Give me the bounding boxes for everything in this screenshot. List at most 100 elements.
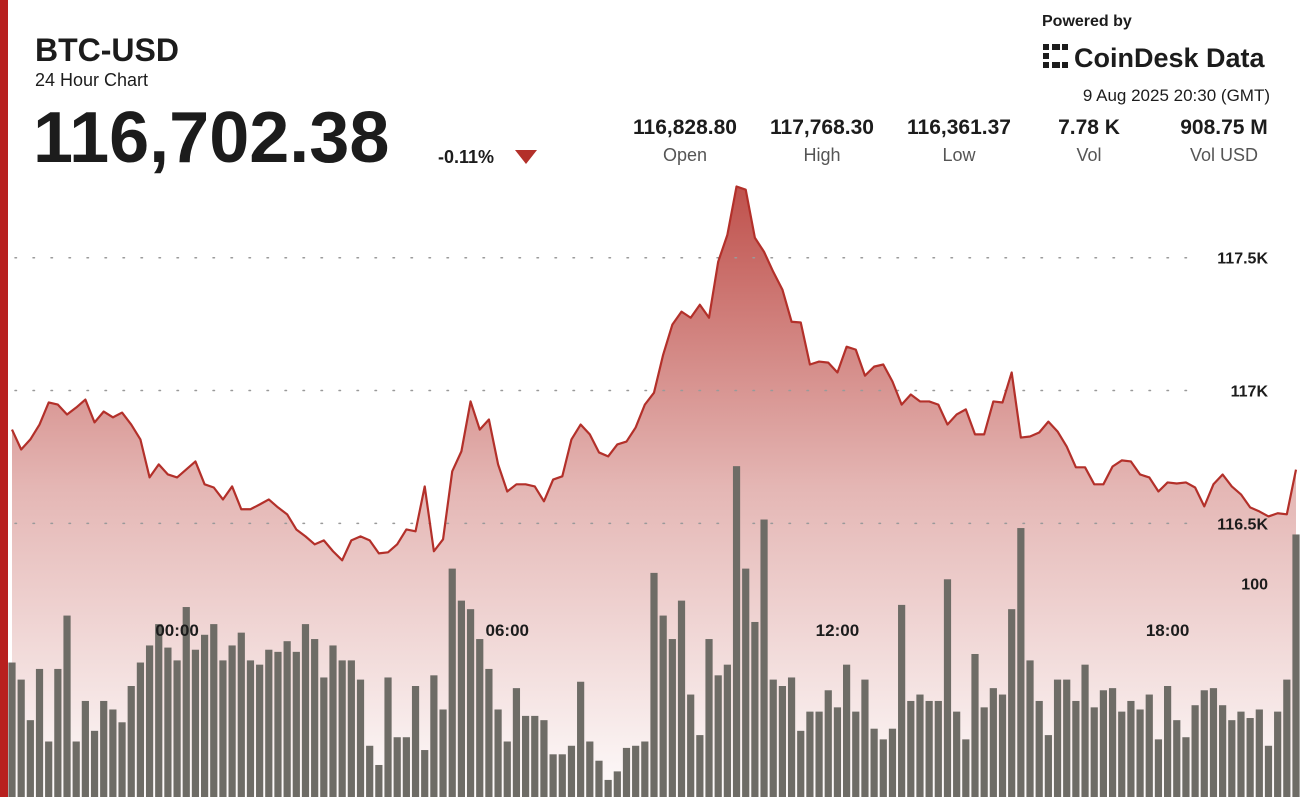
volume-bar [293, 652, 300, 797]
volume-bar [384, 677, 391, 797]
stat-value: 116,828.80 [633, 116, 737, 139]
volume-bar [265, 650, 272, 797]
volume-bar [91, 731, 98, 797]
volume-bar [494, 709, 501, 797]
brand-name: CoinDesk Data [1074, 43, 1266, 73]
stat-label: Open [663, 145, 707, 165]
stat-label: Low [942, 145, 976, 165]
stat-label: High [803, 145, 840, 165]
stat-value: 908.75 M [1180, 116, 1268, 139]
volume-bar [1109, 688, 1116, 797]
volume-bar [1036, 701, 1043, 797]
volume-bar [705, 639, 712, 797]
volume-bar [1100, 690, 1107, 797]
volume-bar [73, 742, 80, 797]
volume-bar [1063, 680, 1070, 797]
volume-bar [118, 722, 125, 797]
volume-bar [595, 761, 602, 797]
stat-label: Vol [1076, 145, 1101, 165]
volume-bar [247, 660, 254, 797]
volume-bar [375, 765, 382, 797]
volume-bar [797, 731, 804, 797]
volume-bar [834, 707, 841, 797]
volume-bar [733, 466, 740, 797]
volume-bar [302, 624, 309, 797]
volume-bar [641, 742, 648, 797]
volume-bar [476, 639, 483, 797]
volume-bar [63, 616, 70, 797]
y-tick-label: 117K [1231, 384, 1269, 401]
volume-bar [971, 654, 978, 797]
volume-bar [953, 712, 960, 797]
plot-area: 116.5K117K117.5K10000:0006:0012:0018:00 [8, 187, 1299, 797]
volume-bar [1008, 609, 1015, 797]
volume-bar [852, 712, 859, 797]
volume-bar [623, 748, 630, 797]
volume-bar [467, 609, 474, 797]
volume-bar [173, 660, 180, 797]
volume-bar [1146, 695, 1153, 797]
volume-bar [586, 742, 593, 797]
volume-bar [871, 729, 878, 797]
x-tick-label: 00:00 [155, 621, 198, 640]
stat-value: 116,361.37 [907, 116, 1011, 139]
volume-bar [274, 652, 281, 797]
volume-bar [412, 686, 419, 797]
volume-bar [1283, 680, 1290, 797]
volume-bar [348, 660, 355, 797]
volume-bar [632, 746, 639, 797]
volume-bar [449, 569, 456, 797]
volume-bar [1136, 709, 1143, 797]
x-tick-label: 06:00 [486, 621, 529, 640]
volume-bar [751, 622, 758, 797]
volume-bar [403, 737, 410, 797]
volume-bar [201, 635, 208, 797]
volume-bar [485, 669, 492, 797]
volume-bar [394, 737, 401, 797]
stat-value: 117,768.30 [770, 116, 874, 139]
volume-bar [8, 663, 15, 797]
volume-bar [1219, 705, 1226, 797]
volume-bar [339, 660, 346, 797]
price-change: -0.11% [438, 147, 494, 167]
volume-bar [1256, 709, 1263, 797]
volume-bar [880, 739, 887, 797]
volume-bar [962, 739, 969, 797]
volume-bar [1118, 712, 1125, 797]
volume-bar [1237, 712, 1244, 797]
x-tick-label: 12:00 [816, 621, 859, 640]
volume-bar [926, 701, 933, 797]
volume-bar [109, 709, 116, 797]
volume-bar [128, 686, 135, 797]
y-tick-label: 117.5K [1217, 251, 1268, 268]
volume-bar [229, 645, 236, 797]
volume-bar [329, 645, 336, 797]
volume-bar [137, 663, 144, 797]
volume-bar [504, 742, 511, 797]
volume-bar [898, 605, 905, 797]
timestamp: 9 Aug 2025 20:30 (GMT) [1083, 86, 1270, 105]
volume-bar [1017, 528, 1024, 797]
volume-bar [614, 771, 621, 797]
volume-bar [531, 716, 538, 797]
volume-bar [366, 746, 373, 797]
volume-bar [1292, 534, 1299, 797]
volume-bar [1091, 707, 1098, 797]
volume-bar [944, 579, 951, 797]
volume-bar [238, 633, 245, 797]
x-tick-label: 18:00 [1146, 621, 1189, 640]
volume-bar [843, 665, 850, 797]
volume-bar [458, 601, 465, 797]
volume-bar [1192, 705, 1199, 797]
chart: 116.5K117K117.5K10000:0006:0012:0018:00 … [0, 0, 1300, 797]
volume-bar [320, 677, 327, 797]
y-tick-label: 116.5K [1217, 516, 1268, 533]
volume-bar [439, 709, 446, 797]
volume-bar [18, 680, 25, 797]
volume-bar [155, 624, 162, 797]
last-price: 116,702.38 [33, 98, 389, 178]
volume-bar [1072, 701, 1079, 797]
volume-bar [907, 701, 914, 797]
volume-bar [210, 624, 217, 797]
volume-bar [311, 639, 318, 797]
